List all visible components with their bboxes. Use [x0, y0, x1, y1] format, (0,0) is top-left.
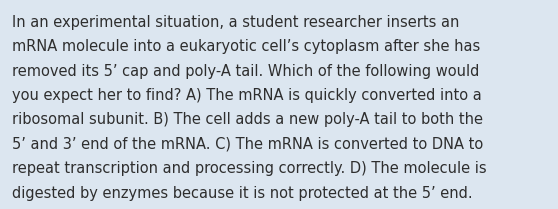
Text: In an experimental situation, a student researcher inserts an: In an experimental situation, a student … — [12, 15, 460, 30]
Text: ribosomal subunit. B) The cell adds a new poly-A tail to both the: ribosomal subunit. B) The cell adds a ne… — [12, 112, 483, 127]
Text: you expect her to find? A) The mRNA is quickly converted into a: you expect her to find? A) The mRNA is q… — [12, 88, 482, 103]
Text: removed its 5’ cap and poly-A tail. Which of the following would: removed its 5’ cap and poly-A tail. Whic… — [12, 64, 480, 79]
Text: digested by enzymes because it is not protected at the 5’ end.: digested by enzymes because it is not pr… — [12, 186, 473, 201]
Text: mRNA molecule into a eukaryotic cell’s cytoplasm after she has: mRNA molecule into a eukaryotic cell’s c… — [12, 39, 480, 54]
Text: 5’ and 3’ end of the mRNA. C) The mRNA is converted to DNA to: 5’ and 3’ end of the mRNA. C) The mRNA i… — [12, 137, 484, 152]
Text: repeat transcription and processing correctly. D) The molecule is: repeat transcription and processing corr… — [12, 161, 487, 176]
